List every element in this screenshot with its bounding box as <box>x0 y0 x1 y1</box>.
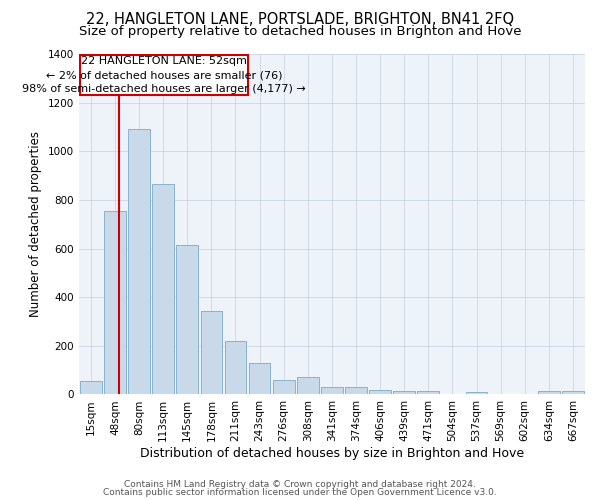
Bar <box>538 392 560 394</box>
Bar <box>369 390 391 394</box>
Bar <box>321 387 343 394</box>
Y-axis label: Number of detached properties: Number of detached properties <box>29 131 42 317</box>
Bar <box>176 245 198 394</box>
Bar <box>80 381 102 394</box>
Text: 22 HANGLETON LANE: 52sqm
← 2% of detached houses are smaller (76)
98% of semi-de: 22 HANGLETON LANE: 52sqm ← 2% of detache… <box>22 56 305 94</box>
Bar <box>345 387 367 394</box>
Bar <box>394 391 415 394</box>
Text: Contains HM Land Registry data © Crown copyright and database right 2024.: Contains HM Land Registry data © Crown c… <box>124 480 476 489</box>
Bar <box>104 211 126 394</box>
X-axis label: Distribution of detached houses by size in Brighton and Hove: Distribution of detached houses by size … <box>140 447 524 460</box>
Bar <box>249 363 271 394</box>
Bar <box>224 341 247 394</box>
Bar <box>152 184 174 394</box>
Bar <box>273 380 295 394</box>
FancyBboxPatch shape <box>80 55 248 96</box>
Text: Size of property relative to detached houses in Brighton and Hove: Size of property relative to detached ho… <box>79 25 521 38</box>
Bar <box>200 310 222 394</box>
Text: Contains public sector information licensed under the Open Government Licence v3: Contains public sector information licen… <box>103 488 497 497</box>
Bar <box>562 392 584 394</box>
Bar <box>128 130 150 394</box>
Text: 22, HANGLETON LANE, PORTSLADE, BRIGHTON, BN41 2FQ: 22, HANGLETON LANE, PORTSLADE, BRIGHTON,… <box>86 12 514 28</box>
Bar <box>418 391 439 394</box>
Bar <box>297 378 319 394</box>
Bar <box>466 392 487 394</box>
